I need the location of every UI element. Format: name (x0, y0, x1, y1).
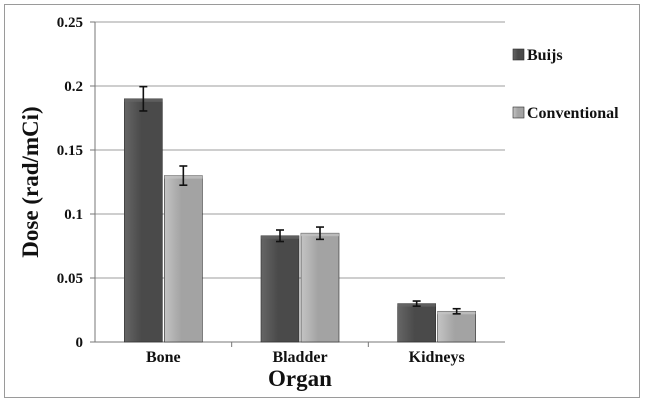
y-tick-labels: 0 0.05 0.1 0.15 0.2 0.25 (57, 15, 83, 351)
y-tick-label: 0.25 (57, 15, 83, 31)
y-tick-label: 0.05 (57, 271, 83, 287)
error-bars (139, 85, 461, 315)
bar-buijs-bladder (260, 235, 300, 343)
legend-label-buijs: Buijs (527, 47, 563, 64)
x-tick-label: Bladder (272, 349, 327, 366)
x-tick-label: Bone (146, 349, 181, 366)
x-axis-title: Organ (268, 366, 332, 391)
bar-conventional-bone (164, 175, 203, 343)
bars (124, 98, 476, 343)
legend: Buijs Conventional (512, 47, 619, 122)
y-tick-label: 0.15 (57, 143, 83, 159)
bar-conventional-bladder (300, 232, 340, 343)
axes (94, 22, 505, 347)
legend-swatch-buijs (512, 48, 525, 61)
bar-buijs-kidneys (397, 303, 436, 343)
gridlines (90, 21, 505, 343)
y-tick-label: 0 (76, 335, 84, 351)
y-axis-title: Dose (rad/mCi) (18, 106, 43, 257)
bar-buijs-bone (124, 98, 163, 343)
legend-label-conventional: Conventional (527, 105, 619, 122)
y-tick-label: 0.1 (64, 207, 83, 223)
legend-swatch-conventional (512, 106, 525, 119)
x-tick-labels: Bone Bladder Kidneys (146, 349, 465, 366)
bar-conventional-kidneys (437, 310, 476, 343)
y-tick-label: 0.2 (64, 79, 83, 95)
x-tick-label: Kidneys (409, 349, 465, 366)
